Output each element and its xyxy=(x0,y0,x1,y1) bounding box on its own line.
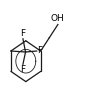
Text: OH: OH xyxy=(50,14,64,23)
Text: F: F xyxy=(37,47,42,55)
Text: F: F xyxy=(20,65,26,74)
Text: F: F xyxy=(20,29,26,38)
